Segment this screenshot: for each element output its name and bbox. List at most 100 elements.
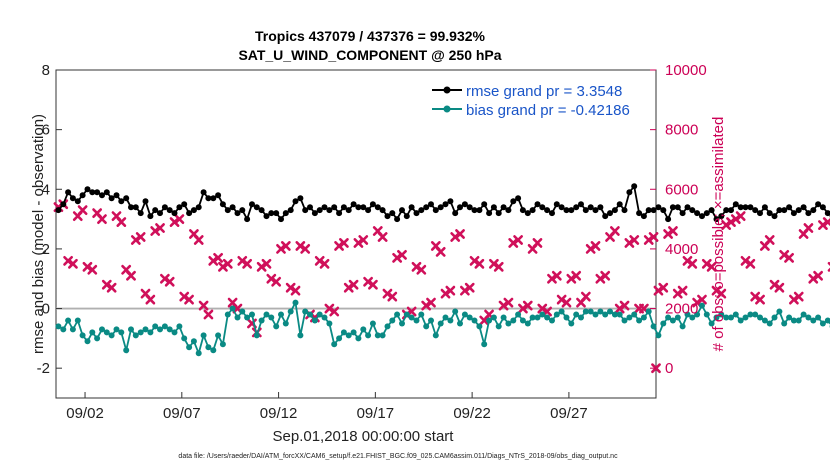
right-tick-label: 4000: [665, 241, 698, 258]
bias-point: [645, 308, 652, 315]
bias-point: [355, 335, 362, 342]
obs-count-marker: [68, 258, 78, 269]
x-tick-label: 09/22: [453, 405, 491, 422]
legend-rmse-marker: [443, 86, 451, 94]
rmse-point: [345, 207, 352, 214]
rmse-point: [123, 195, 130, 202]
obs-count-marker: [97, 214, 107, 224]
rmse-point: [781, 207, 788, 214]
bias-point: [660, 320, 667, 327]
bias-point: [694, 311, 701, 318]
bias-point: [108, 332, 115, 339]
bias-point: [432, 332, 439, 339]
bias-point: [394, 311, 401, 318]
rmse-point: [587, 204, 594, 211]
rmse-point: [384, 213, 391, 220]
obs-count-marker: [440, 288, 451, 299]
bias-point: [321, 314, 328, 321]
bias-point: [452, 308, 459, 315]
bias-point: [244, 314, 251, 321]
rmse-point: [224, 207, 231, 214]
rmse-point: [282, 210, 289, 217]
bias-point: [137, 329, 144, 336]
rmse-point: [258, 207, 265, 214]
obs-count-marker: [343, 282, 354, 293]
bias-point: [345, 332, 352, 339]
rmse-point: [389, 210, 396, 217]
rmse-point: [311, 210, 318, 217]
bias-point: [219, 341, 226, 348]
bias-point: [205, 344, 212, 351]
bias-point: [447, 317, 454, 324]
obs-count-marker: [677, 285, 688, 296]
obs-count-marker: [392, 252, 403, 263]
obs-count-marker: [624, 238, 635, 248]
rmse-point: [607, 210, 613, 217]
rmse-point: [137, 210, 144, 217]
rmse-point: [732, 201, 739, 208]
bias-point: [631, 311, 638, 318]
bias-point: [326, 320, 333, 327]
bias-point: [674, 314, 681, 321]
rmse-point: [408, 204, 415, 211]
obs-count-marker: [537, 303, 548, 314]
bias-point: [549, 317, 555, 324]
obs-count-marker: [672, 288, 683, 299]
obs-count-marker: [106, 282, 117, 293]
bias-point: [418, 311, 425, 318]
rmse-point: [752, 207, 759, 214]
rmse-point: [249, 201, 255, 208]
rmse-point: [539, 204, 546, 211]
rmse-point: [331, 204, 338, 211]
rmse-point: [650, 207, 657, 214]
rmse-point: [461, 201, 468, 208]
rmse-point: [553, 201, 560, 208]
obs-count-marker: [508, 238, 519, 248]
bias-point: [55, 323, 62, 330]
bias-point: [428, 317, 434, 324]
bias-point: [389, 317, 396, 324]
left-axis-ticks: -2 0 2 4 6 8: [37, 62, 62, 377]
bias-point: [365, 332, 372, 339]
obs-count-marker: [387, 291, 398, 302]
bias-point: [340, 329, 347, 336]
obs-count-marker: [242, 258, 253, 269]
obs-count-marker: [803, 223, 814, 233]
bias-point: [442, 314, 449, 321]
bias-point: [186, 344, 193, 351]
rmse-point: [365, 207, 372, 214]
rmse-point: [297, 195, 304, 202]
left-tick-label: -2: [37, 360, 50, 377]
rmse-point: [423, 204, 430, 211]
rmse-point: [210, 195, 217, 202]
rmse-point: [486, 210, 493, 217]
bias-point: [636, 317, 643, 324]
rmse-point: [665, 216, 672, 223]
rmse-point: [94, 189, 101, 196]
bias-point: [302, 308, 309, 315]
rmse-point: [703, 210, 710, 217]
rmse-point: [195, 204, 202, 211]
obs-count-marker: [145, 294, 156, 305]
obs-assimilated-series: [53, 199, 830, 374]
bias-point: [234, 314, 241, 321]
obs-count-marker: [455, 229, 465, 239]
bias-point: [810, 317, 817, 324]
obs-count-marker: [643, 235, 654, 245]
bias-point: [65, 317, 72, 324]
obs-count-marker: [730, 214, 741, 224]
rmse-point: [79, 192, 86, 199]
bias-point: [224, 311, 231, 318]
obs-count-marker: [658, 282, 669, 293]
rmse-point: [452, 210, 459, 217]
bias-point: [84, 338, 91, 345]
bias-point: [336, 335, 343, 342]
obs-count-marker: [363, 276, 373, 287]
obs-count-marker: [779, 249, 790, 260]
rmse-point: [278, 216, 284, 223]
rmse-point: [350, 201, 357, 208]
obs-count-marker: [77, 205, 88, 216]
rmse-point: [60, 201, 67, 208]
obs-count-marker: [280, 241, 291, 251]
obs-count-marker: [619, 300, 630, 311]
